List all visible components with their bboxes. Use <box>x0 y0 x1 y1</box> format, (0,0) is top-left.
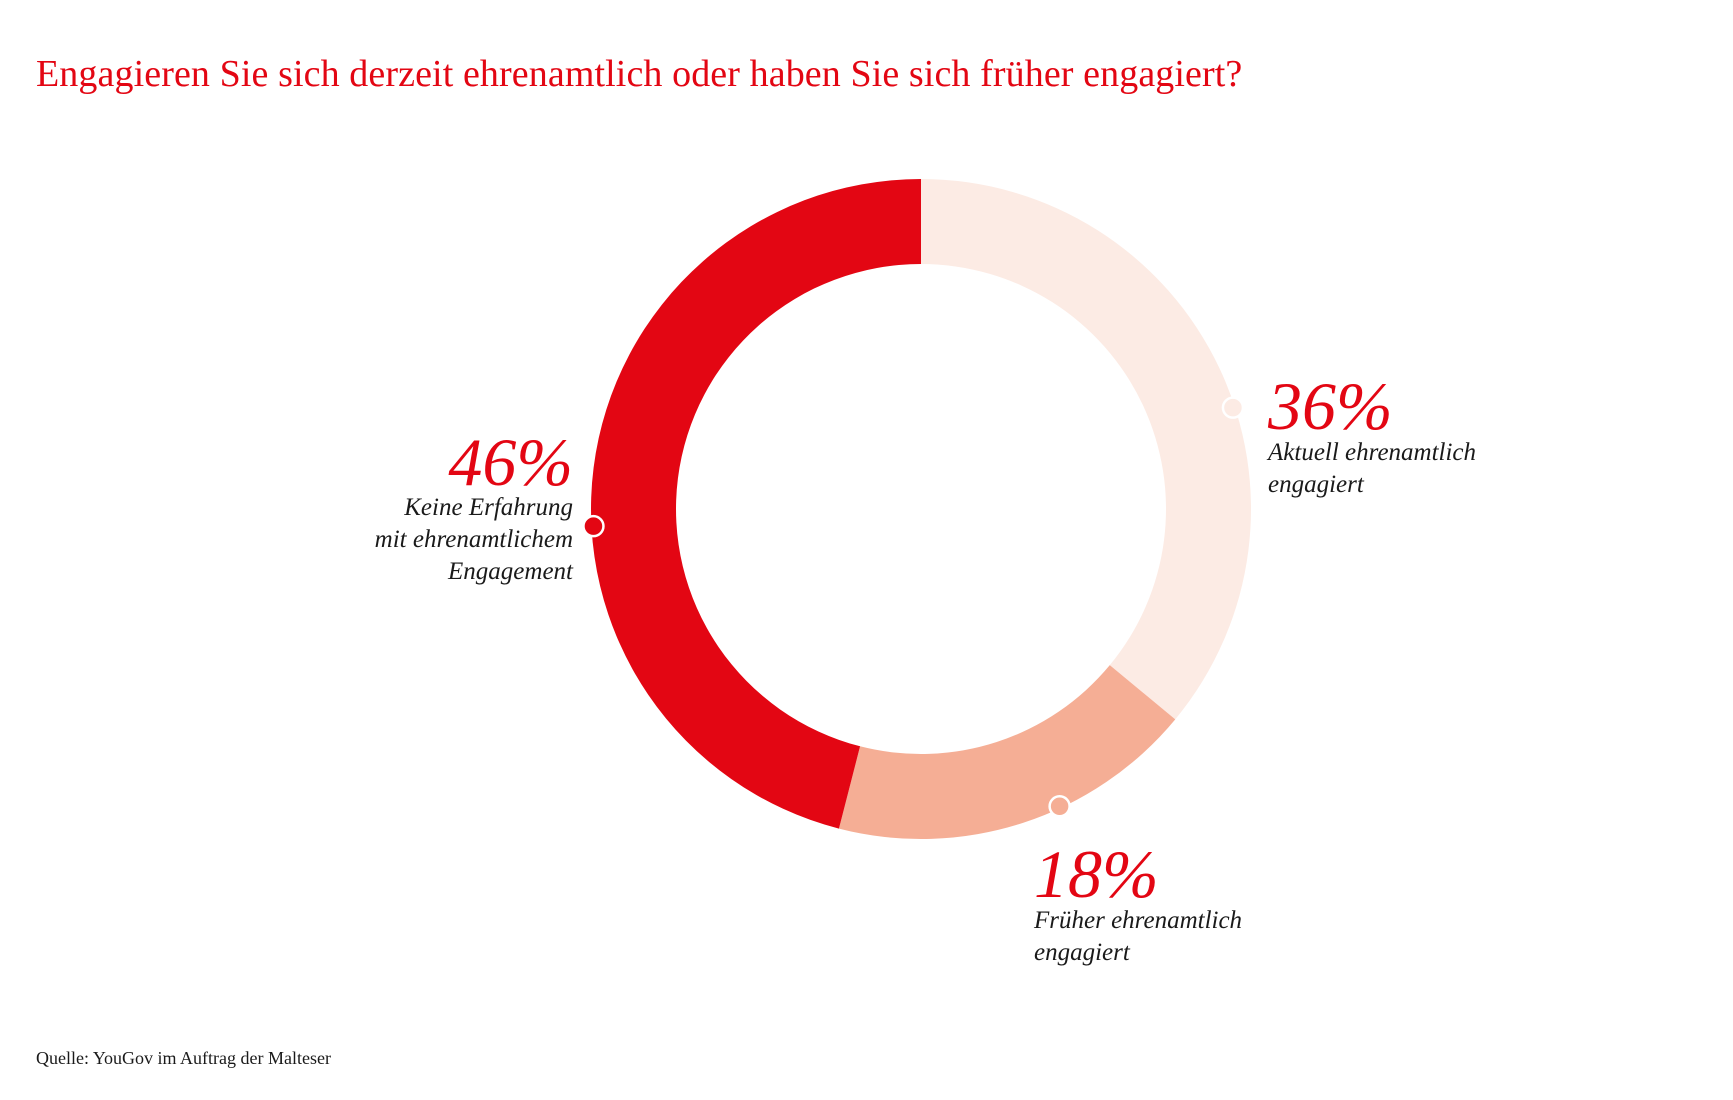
slice-label-none-line-1: Keine Erfahrung <box>404 494 573 521</box>
slice-label-current-line-1: Aktuell ehrenamtlich <box>1268 439 1477 466</box>
donut-slice-none <box>591 179 921 829</box>
donut-slice-current <box>921 179 1251 720</box>
slice-label-former-line-1: Früher ehrenamtlich <box>1034 907 1243 934</box>
slice-label-none: Keine Erfahrung mit ehrenamtlichem Engag… <box>375 492 573 588</box>
donut-slices <box>591 179 1251 839</box>
source-note: Quelle: YouGov im Auftrag der Malteser <box>36 1048 331 1068</box>
slice-label-former: Früher ehrenamtlich engagiert <box>1034 905 1242 969</box>
slice-value-label-none: 46% <box>448 424 573 500</box>
slice-label-former-line-2: engagiert <box>1034 939 1130 966</box>
slice-label-current-line-2: engagiert <box>1268 471 1364 498</box>
slice-value-label-former: 18% <box>1034 836 1159 912</box>
donut-slice-former <box>838 665 1176 839</box>
slice-marker-none <box>582 514 605 538</box>
slice-markers <box>582 396 1245 818</box>
slice-label-current: Aktuell ehrenamtlich engagiert <box>1268 437 1476 501</box>
slice-label-none-line-3: Engagement <box>448 558 573 585</box>
slice-label-none-line-2: mit ehrenamtlichem <box>374 526 573 553</box>
chart-title: Engagieren Sie sich derzeit ehrenamtlich… <box>36 53 1243 95</box>
slice-marker-former <box>1048 795 1071 818</box>
slice-marker-current <box>1221 396 1245 419</box>
slice-value-label-current: 36% <box>1268 368 1393 444</box>
